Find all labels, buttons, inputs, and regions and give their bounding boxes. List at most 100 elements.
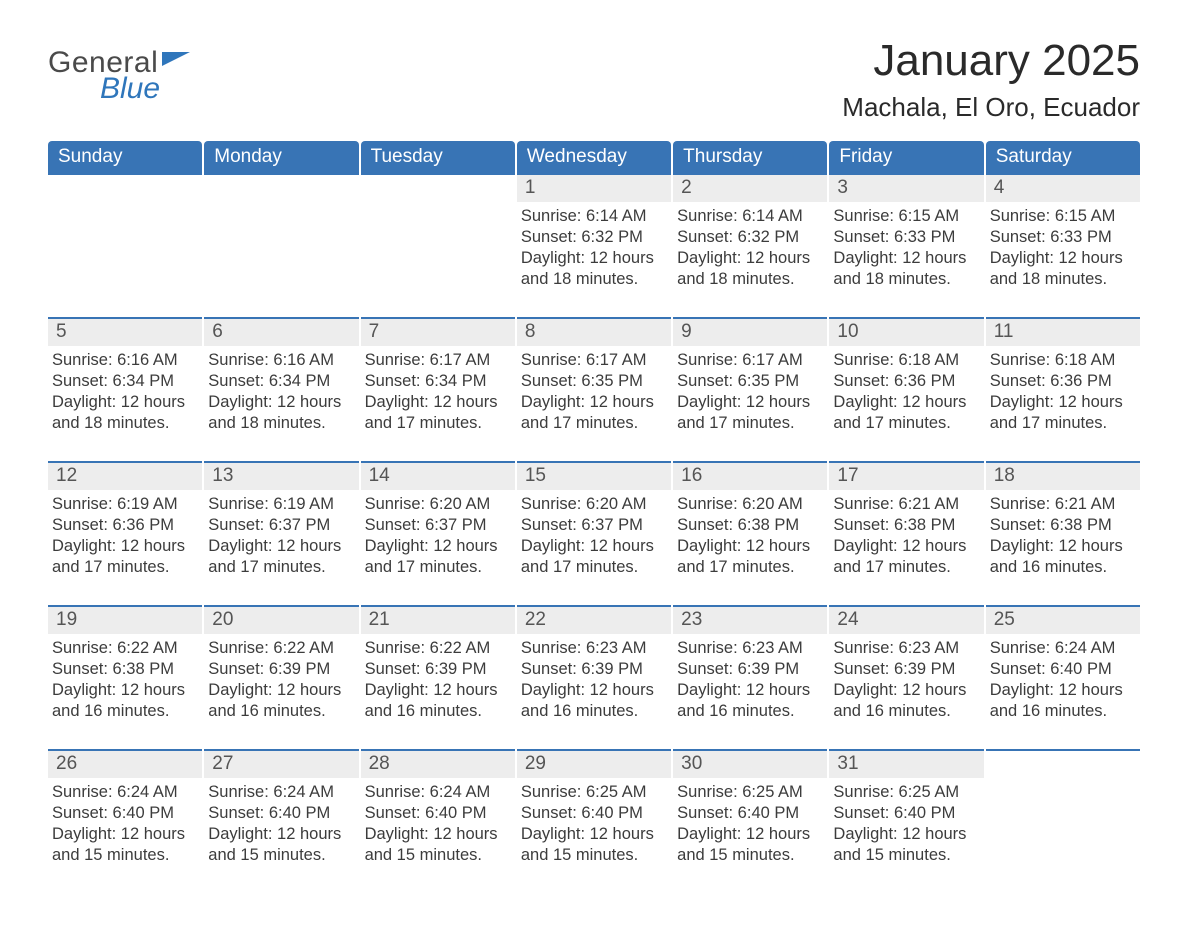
title-location: Machala, El Oro, Ecuador (842, 92, 1140, 123)
title-block: January 2025 Machala, El Oro, Ecuador (842, 36, 1140, 131)
daylight-line: Daylight: 12 hours and 16 minutes. (833, 680, 983, 722)
day-cell: 29Sunrise: 6:25 AMSunset: 6:40 PMDayligh… (517, 749, 671, 893)
sunrise-line: Sunrise: 6:24 AM (208, 782, 358, 803)
day-body: Sunrise: 6:16 AMSunset: 6:34 PMDaylight:… (204, 346, 358, 434)
title-month: January 2025 (842, 36, 1140, 86)
sunrise-line: Sunrise: 6:25 AM (521, 782, 671, 803)
sunrise-line: Sunrise: 6:24 AM (990, 638, 1140, 659)
day-number: 31 (829, 751, 983, 778)
day-cell: 1Sunrise: 6:14 AMSunset: 6:32 PMDaylight… (517, 173, 671, 317)
day-body: Sunrise: 6:24 AMSunset: 6:40 PMDaylight:… (361, 778, 515, 866)
day-body: Sunrise: 6:25 AMSunset: 6:40 PMDaylight:… (829, 778, 983, 866)
logo-triangle-icon (162, 52, 190, 66)
day-number: 22 (517, 607, 671, 634)
day-cell: 30Sunrise: 6:25 AMSunset: 6:40 PMDayligh… (673, 749, 827, 893)
day-body: Sunrise: 6:24 AMSunset: 6:40 PMDaylight:… (986, 634, 1140, 722)
daylight-line: Daylight: 12 hours and 15 minutes. (52, 824, 202, 866)
daylight-line: Daylight: 12 hours and 18 minutes. (833, 248, 983, 290)
daylight-line: Daylight: 12 hours and 18 minutes. (677, 248, 827, 290)
day-body: Sunrise: 6:25 AMSunset: 6:40 PMDaylight:… (673, 778, 827, 866)
day-body: Sunrise: 6:21 AMSunset: 6:38 PMDaylight:… (986, 490, 1140, 578)
sunset-line: Sunset: 6:37 PM (521, 515, 671, 536)
daylight-line: Daylight: 12 hours and 15 minutes. (365, 824, 515, 866)
sunrise-line: Sunrise: 6:16 AM (52, 350, 202, 371)
sunrise-line: Sunrise: 6:23 AM (677, 638, 827, 659)
day-number: 8 (517, 319, 671, 346)
weekday-header: Monday (204, 141, 358, 173)
day-number: 13 (204, 463, 358, 490)
day-number: 25 (986, 607, 1140, 634)
day-number: 2 (673, 175, 827, 202)
daylight-line: Daylight: 12 hours and 17 minutes. (833, 392, 983, 434)
sunset-line: Sunset: 6:38 PM (990, 515, 1140, 536)
sunrise-line: Sunrise: 6:15 AM (833, 206, 983, 227)
day-body: Sunrise: 6:25 AMSunset: 6:40 PMDaylight:… (517, 778, 671, 866)
calendar-page: General Blue January 2025 Machala, El Or… (0, 0, 1188, 933)
logo-text-block: General Blue (48, 48, 160, 104)
sunrise-line: Sunrise: 6:20 AM (677, 494, 827, 515)
sunrise-line: Sunrise: 6:14 AM (677, 206, 827, 227)
day-body: Sunrise: 6:20 AMSunset: 6:37 PMDaylight:… (517, 490, 671, 578)
day-cell: 16 Sunrise: 6:20 AMSunset: 6:38 PMDayligh… (673, 461, 827, 605)
weekday-header: Tuesday (361, 141, 515, 173)
day-number: 12 (48, 463, 202, 490)
weekday-header: Saturday (986, 141, 1140, 173)
day-cell: 24Sunrise: 6:23 AMSunset: 6:39 PMDayligh… (829, 605, 983, 749)
daylight-line: Daylight: 12 hours and 16 minutes. (208, 680, 358, 722)
sunset-line: Sunset: 6:38 PM (833, 515, 983, 536)
sunset-line: Sunset: 6:34 PM (365, 371, 515, 392)
day-number: 19 (48, 607, 202, 634)
sunset-line: Sunset: 6:38 PM (677, 515, 827, 536)
daylight-line: Daylight: 12 hours and 17 minutes. (521, 536, 671, 578)
day-number: 17 (829, 463, 983, 490)
day-number: 7 (361, 319, 515, 346)
day-number: 24 (829, 607, 983, 634)
daylight-line: Daylight: 12 hours and 17 minutes. (677, 536, 827, 578)
sunrise-line: Sunrise: 6:24 AM (52, 782, 202, 803)
day-number: 30 (673, 751, 827, 778)
day-cell: 3Sunrise: 6:15 AMSunset: 6:33 PMDaylight… (829, 173, 983, 317)
sunset-line: Sunset: 6:36 PM (833, 371, 983, 392)
day-body: Sunrise: 6:18 AMSunset: 6:36 PMDaylight:… (829, 346, 983, 434)
day-number: 15 (517, 463, 671, 490)
day-body: Sunrise: 6:23 AMSunset: 6:39 PMDaylight:… (517, 634, 671, 722)
day-cell: 28Sunrise: 6:24 AMSunset: 6:40 PMDayligh… (361, 749, 515, 893)
day-cell: 2Sunrise: 6:14 AMSunset: 6:32 PMDaylight… (673, 173, 827, 317)
day-cell: 17Sunrise: 6:21 AMSunset: 6:38 PMDayligh… (829, 461, 983, 605)
daylight-line: Daylight: 12 hours and 17 minutes. (990, 392, 1140, 434)
daylight-line: Daylight: 12 hours and 17 minutes. (833, 536, 983, 578)
sunrise-line: Sunrise: 6:25 AM (677, 782, 827, 803)
day-cell: 31Sunrise: 6:25 AMSunset: 6:40 PMDayligh… (829, 749, 983, 893)
daylight-line: Daylight: 12 hours and 17 minutes. (677, 392, 827, 434)
day-cell: 18Sunrise: 6:21 AMSunset: 6:38 PMDayligh… (986, 461, 1140, 605)
daylight-line: Daylight: 12 hours and 16 minutes. (990, 536, 1140, 578)
sunset-line: Sunset: 6:39 PM (365, 659, 515, 680)
day-body: Sunrise: 6:14 AMSunset: 6:32 PMDaylight:… (673, 202, 827, 290)
sunrise-line: Sunrise: 6:14 AM (521, 206, 671, 227)
sunset-line: Sunset: 6:34 PM (52, 371, 202, 392)
day-body: Sunrise: 6:17 AMSunset: 6:34 PMDaylight:… (361, 346, 515, 434)
blank-cell (204, 173, 358, 317)
day-number: 18 (986, 463, 1140, 490)
day-number: 3 (829, 175, 983, 202)
day-number: 6 (204, 319, 358, 346)
sunrise-line: Sunrise: 6:21 AM (990, 494, 1140, 515)
day-body: Sunrise: 6:19 AMSunset: 6:36 PMDaylight:… (48, 490, 202, 578)
day-body: Sunrise: 6:22 AMSunset: 6:39 PMDaylight:… (204, 634, 358, 722)
daylight-line: Daylight: 12 hours and 15 minutes. (521, 824, 671, 866)
day-number: 16 (673, 463, 827, 490)
day-body: Sunrise: 6:19 AMSunset: 6:37 PMDaylight:… (204, 490, 358, 578)
day-body: Sunrise: 6:22 AMSunset: 6:38 PMDaylight:… (48, 634, 202, 722)
day-number: 21 (361, 607, 515, 634)
day-number: 14 (361, 463, 515, 490)
blank-cell (361, 173, 515, 317)
sunrise-line: Sunrise: 6:24 AM (365, 782, 515, 803)
day-cell: 27Sunrise: 6:24 AMSunset: 6:40 PMDayligh… (204, 749, 358, 893)
day-cell: 5Sunrise: 6:16 AMSunset: 6:34 PMDaylight… (48, 317, 202, 461)
logo-word-blue: Blue (100, 74, 160, 104)
sunset-line: Sunset: 6:32 PM (521, 227, 671, 248)
daylight-line: Daylight: 12 hours and 18 minutes. (52, 392, 202, 434)
sunrise-line: Sunrise: 6:18 AM (990, 350, 1140, 371)
daylight-line: Daylight: 12 hours and 18 minutes. (990, 248, 1140, 290)
sunrise-line: Sunrise: 6:20 AM (365, 494, 515, 515)
